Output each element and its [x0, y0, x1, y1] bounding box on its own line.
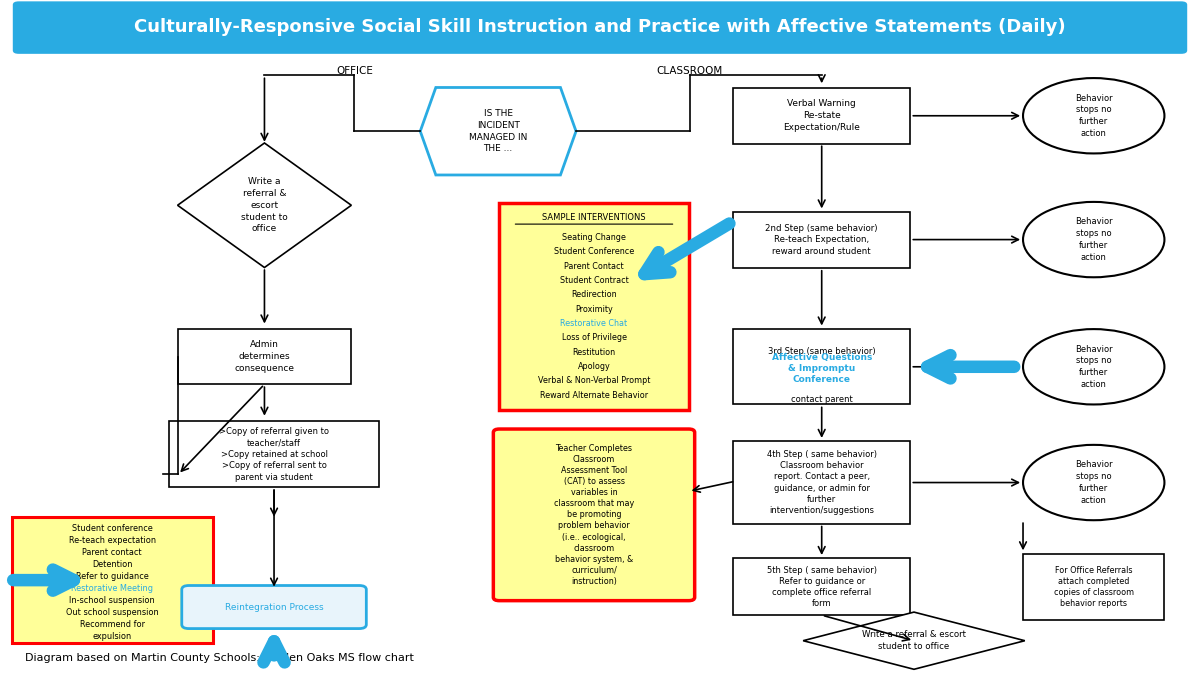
Text: Re-teach expectation: Re-teach expectation [68, 536, 156, 544]
Text: Redirection: Redirection [571, 291, 617, 299]
Text: Refer to guidance: Refer to guidance [76, 572, 149, 581]
Text: SAMPLE INTERVENTIONS: SAMPLE INTERVENTIONS [542, 213, 646, 222]
FancyBboxPatch shape [733, 441, 911, 524]
Text: contact parent: contact parent [791, 395, 852, 404]
Text: Recommend for: Recommend for [79, 620, 145, 629]
Text: >Copy of referral given to
teacher/staff
>Copy retained at school
>Copy of refer: >Copy of referral given to teacher/staff… [220, 427, 329, 482]
Text: Loss of Privilege: Loss of Privilege [562, 333, 626, 343]
Text: Teacher Completes
Classroom
Assessment Tool
(CAT) to assess
variables in
classro: Teacher Completes Classroom Assessment T… [554, 444, 634, 586]
Text: 4th Step ( same behavior)
Classroom behavior
report. Contact a peer,
guidance, o: 4th Step ( same behavior) Classroom beha… [767, 450, 877, 515]
Text: For Office Referrals
attach completed
copies of classroom
behavior reports: For Office Referrals attach completed co… [1054, 566, 1134, 608]
Text: Behavior
stops no
further
action: Behavior stops no further action [1075, 460, 1112, 505]
FancyBboxPatch shape [13, 1, 1187, 54]
Text: Reward Alternate Behavior: Reward Alternate Behavior [540, 391, 648, 400]
Ellipse shape [1024, 78, 1164, 153]
Text: Student Contract: Student Contract [559, 276, 629, 285]
Text: 5th Step ( same behavior)
Refer to guidance or
complete office referral
form: 5th Step ( same behavior) Refer to guida… [767, 566, 877, 608]
FancyBboxPatch shape [1024, 554, 1164, 620]
FancyBboxPatch shape [169, 421, 379, 487]
FancyBboxPatch shape [499, 203, 689, 410]
Text: Behavior
stops no
further
action: Behavior stops no further action [1075, 217, 1112, 262]
FancyBboxPatch shape [733, 211, 911, 267]
FancyBboxPatch shape [733, 559, 911, 615]
Text: Seating Change: Seating Change [562, 233, 626, 242]
Ellipse shape [1024, 445, 1164, 520]
Text: Write a
referral &
escort
student to
office: Write a referral & escort student to off… [241, 177, 288, 234]
Polygon shape [420, 87, 576, 175]
Text: Apology: Apology [577, 362, 611, 371]
FancyBboxPatch shape [733, 88, 911, 144]
Text: In-school suspension: In-school suspension [70, 596, 155, 604]
Polygon shape [178, 143, 352, 268]
Text: Student Conference: Student Conference [554, 248, 634, 256]
Text: Verbal & Non-Verbal Prompt: Verbal & Non-Verbal Prompt [538, 376, 650, 386]
Text: Parent Contact: Parent Contact [564, 262, 624, 271]
FancyBboxPatch shape [733, 329, 911, 404]
Text: CLASSROOM: CLASSROOM [656, 66, 724, 75]
Text: Restorative Chat: Restorative Chat [560, 319, 628, 328]
Text: Behavior
stops no
further
action: Behavior stops no further action [1075, 94, 1112, 138]
FancyBboxPatch shape [493, 429, 695, 601]
Text: Behavior
stops no
further
action: Behavior stops no further action [1075, 345, 1112, 389]
Text: Diagram based on Martin County Schools: Hidden Oaks MS flow chart: Diagram based on Martin County Schools: … [25, 653, 414, 663]
Text: Write a referral & escort
student to office: Write a referral & escort student to off… [862, 631, 966, 651]
FancyBboxPatch shape [12, 517, 212, 643]
Text: OFFICE: OFFICE [336, 66, 373, 75]
Text: Student conference: Student conference [72, 524, 152, 533]
Text: Parent contact: Parent contact [83, 548, 142, 557]
Text: expulsion: expulsion [92, 632, 132, 641]
FancyBboxPatch shape [181, 586, 366, 629]
Text: 2nd Step (same behavior)
Re-teach Expectation,
reward around student: 2nd Step (same behavior) Re-teach Expect… [766, 223, 878, 256]
Ellipse shape [1024, 329, 1164, 404]
Text: Restorative Meeting: Restorative Meeting [71, 583, 154, 593]
Text: Restitution: Restitution [572, 348, 616, 357]
Text: Detention: Detention [92, 560, 132, 569]
Text: Culturally-Responsive Social Skill Instruction and Practice with Affective State: Culturally-Responsive Social Skill Instr… [134, 18, 1066, 36]
Text: Out school suspension: Out school suspension [66, 608, 158, 616]
Text: IS THE
INCIDENT
MANAGED IN
THE ...: IS THE INCIDENT MANAGED IN THE ... [469, 109, 527, 153]
Text: Affective Questions
& Impromptu
Conference: Affective Questions & Impromptu Conferen… [772, 353, 872, 384]
Text: Reintegration Process: Reintegration Process [224, 602, 323, 612]
Polygon shape [803, 612, 1025, 669]
FancyBboxPatch shape [178, 329, 352, 384]
Text: Verbal Warning
Re-state
Expectation/Rule: Verbal Warning Re-state Expectation/Rule [784, 100, 860, 132]
Ellipse shape [1024, 202, 1164, 277]
Text: Proximity: Proximity [575, 305, 613, 314]
Text: 3rd Step (same behavior): 3rd Step (same behavior) [768, 347, 876, 356]
Text: Admin
determines
consequence: Admin determines consequence [234, 341, 294, 373]
